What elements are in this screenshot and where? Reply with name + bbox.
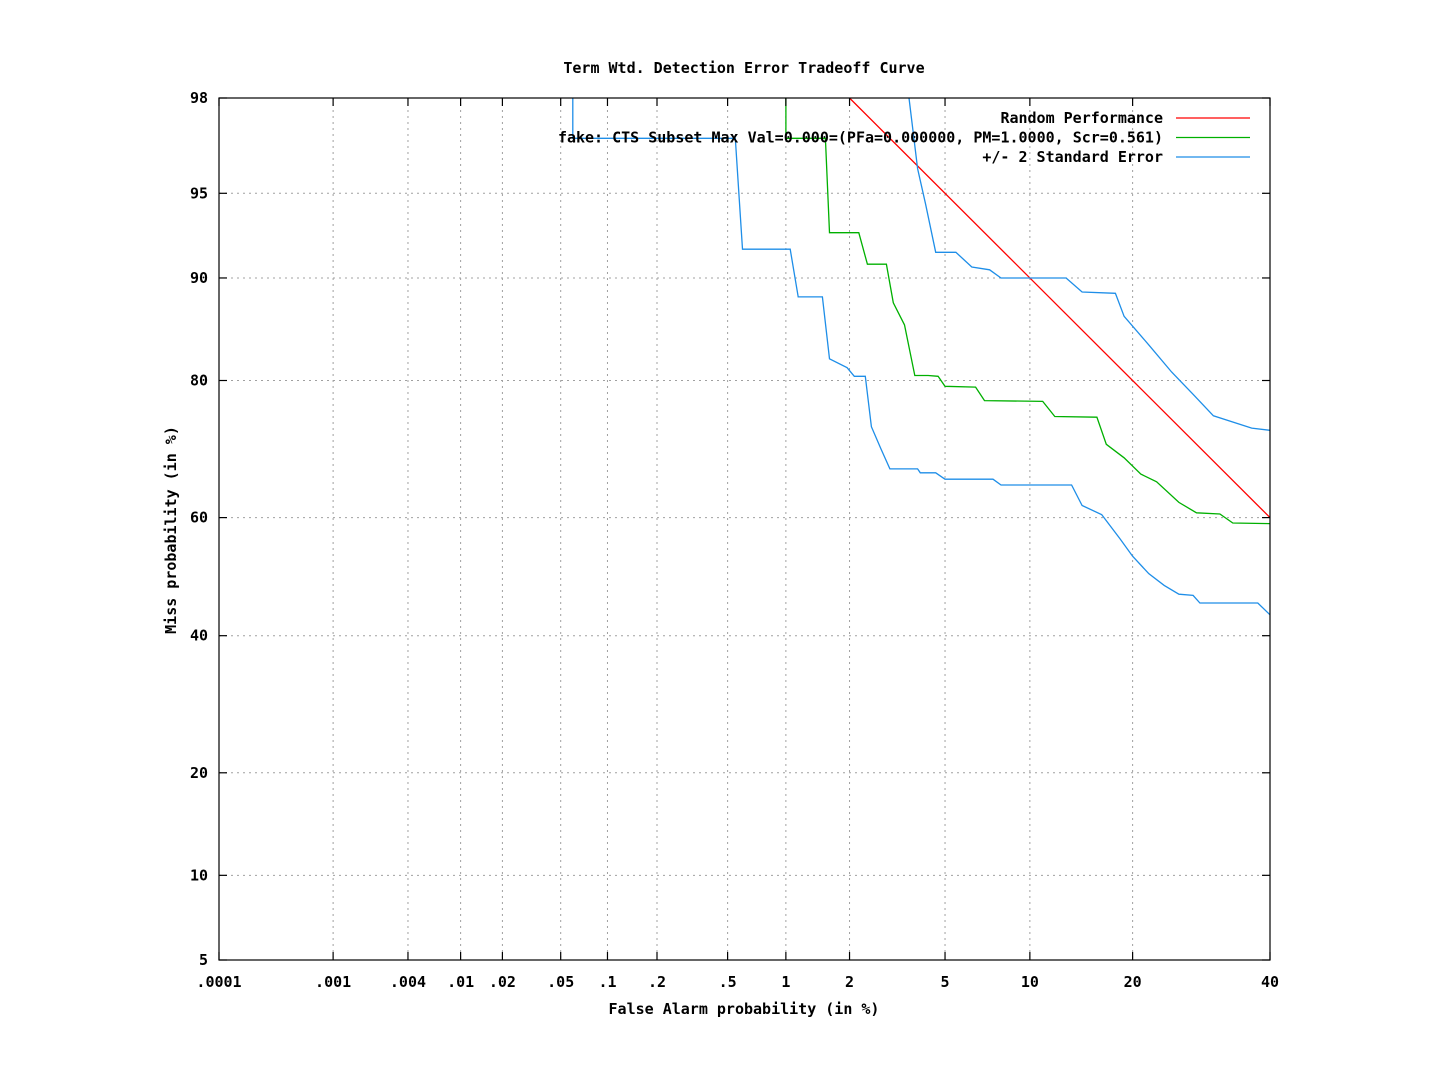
tick-layer: .0001 .001 .004 .01 .02 .05 .1 .2 .5 1 2 5 10 20 40 5 10… bbox=[190, 89, 1279, 991]
y-tick-label: 10 bbox=[190, 866, 208, 884]
y-tick-label: 80 bbox=[190, 371, 208, 389]
x-tick-label: 10 bbox=[1021, 973, 1039, 991]
x-tick-label: 1 bbox=[781, 973, 790, 991]
x-tick-label: .2 bbox=[648, 973, 666, 991]
x-tick-label: .01 bbox=[447, 973, 474, 991]
x-tick-label: 2 bbox=[845, 973, 854, 991]
y-tick-label: 95 bbox=[190, 184, 208, 202]
y-tick-label: 60 bbox=[190, 509, 208, 527]
x-tick-label: .02 bbox=[489, 973, 516, 991]
x-tick-label: 5 bbox=[941, 973, 950, 991]
series-line-1 bbox=[785, 98, 1271, 525]
x-tick-label: .004 bbox=[390, 973, 426, 991]
y-tick-label: 98 bbox=[190, 89, 208, 107]
series-line-0 bbox=[849, 97, 1271, 519]
plot-frame bbox=[218, 97, 1271, 961]
series-layer bbox=[572, 97, 1271, 616]
legend: Random Performance fake: CTS Subset Max V… bbox=[558, 109, 1250, 166]
chart-title: Term Wtd. Detection Error Tradeoff Curve bbox=[563, 59, 924, 77]
series-line-3 bbox=[908, 97, 1271, 431]
x-tick-label: .001 bbox=[315, 973, 351, 991]
y-tick-label: 20 bbox=[190, 764, 208, 782]
series-line-2 bbox=[572, 98, 1271, 616]
legend-label-2: +/- 2 Standard Error bbox=[982, 148, 1163, 166]
x-tick-label: .5 bbox=[719, 973, 737, 991]
y-tick-label: 40 bbox=[190, 627, 208, 645]
legend-label-1: fake: CTS Subset Max Val=0.000=(PFa=0.00… bbox=[558, 129, 1163, 147]
x-tick-label: .05 bbox=[547, 973, 574, 991]
y-axis-label: Miss probability (in %) bbox=[162, 426, 180, 634]
x-tick-label: .0001 bbox=[196, 973, 241, 991]
y-tick-label: 5 bbox=[199, 951, 208, 969]
x-tick-label: 20 bbox=[1124, 973, 1142, 991]
y-tick-label: 90 bbox=[190, 269, 208, 287]
grid bbox=[219, 98, 1270, 960]
x-axis-label: False Alarm probability (in %) bbox=[609, 1000, 880, 1018]
x-tick-label: .1 bbox=[598, 973, 616, 991]
x-tick-label: 40 bbox=[1261, 973, 1279, 991]
legend-label-0: Random Performance bbox=[1000, 109, 1163, 127]
